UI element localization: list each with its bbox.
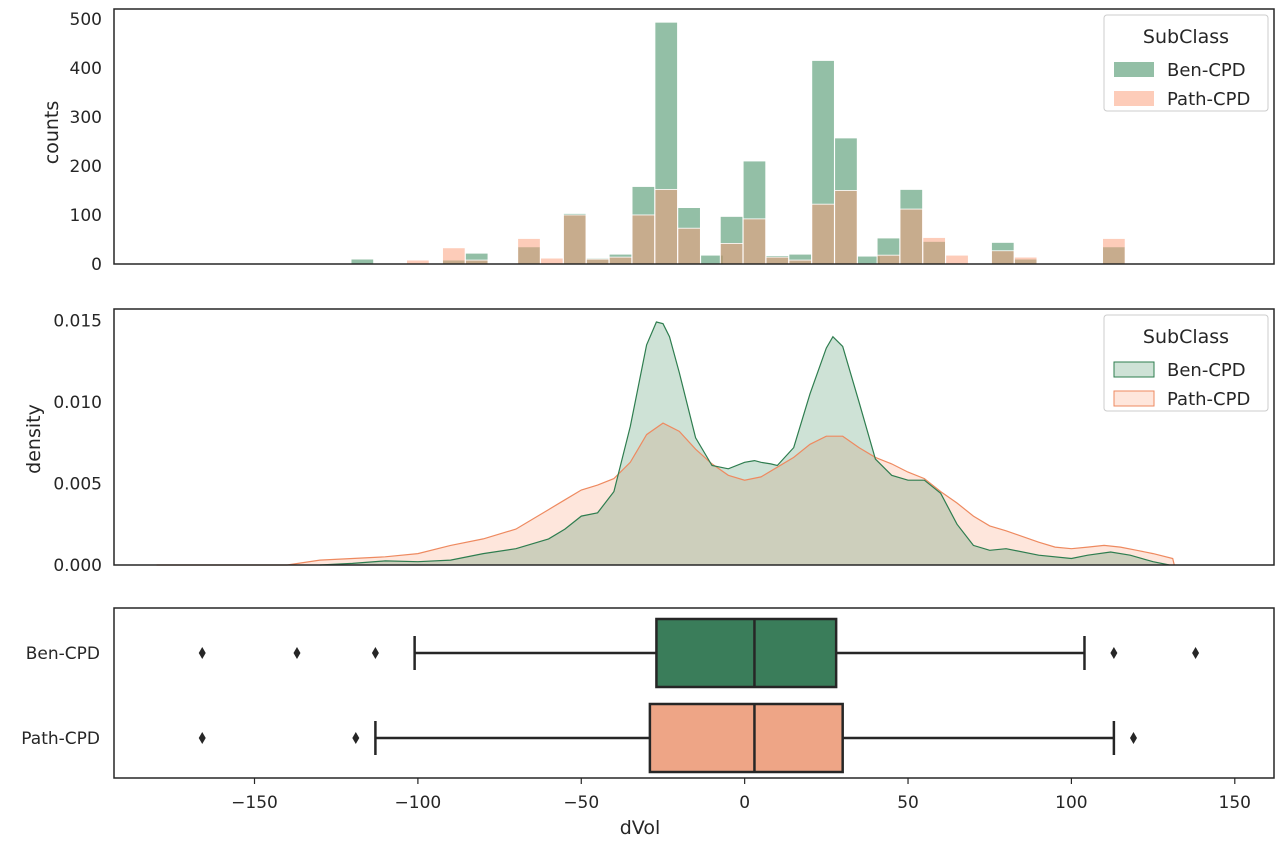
outlier-point-0 xyxy=(198,647,206,659)
histogram-path-bar-15 xyxy=(811,203,835,265)
histogram-path-bar-19 xyxy=(922,237,946,265)
density-y-tick-2: 0.010 xyxy=(53,393,102,413)
histogram-path-bar-10 xyxy=(677,227,701,265)
density-legend: SubClass Ben-CPD Path-CPD xyxy=(1103,314,1269,412)
x-axis-ticks: −150 −100 −50 0 50 100 150 xyxy=(231,778,1251,813)
x-tick-label-4: 50 xyxy=(897,793,919,813)
histogram-path-bar-7 xyxy=(608,256,633,265)
histogram-path-bar-20 xyxy=(945,254,969,265)
boxplot-category-label-1: Path-CPD xyxy=(21,729,100,749)
boxplot-category-label-0: Ben-CPD xyxy=(26,644,100,664)
histogram-path-bar-22 xyxy=(1013,256,1038,265)
histogram-path-bar-23 xyxy=(1102,238,1126,265)
boxplot-category-labels: Ben-CPD Path-CPD xyxy=(21,644,100,749)
boxplot-frame xyxy=(113,607,1275,779)
density-y-tick-1: 0.005 xyxy=(53,474,102,494)
histogram-path-bar-21 xyxy=(991,250,1015,265)
histogram-y-tick-4: 400 xyxy=(70,59,102,79)
histogram-y-tick-0: 0 xyxy=(91,255,102,275)
density-frame xyxy=(113,308,1275,566)
density-y-ticks: 0.000 0.005 0.010 0.015 xyxy=(53,311,102,576)
histogram-legend: SubClass Ben-CPD Path-CPD xyxy=(1103,14,1269,112)
histogram-ben-bars xyxy=(350,21,1126,265)
x-tick-label-5: 100 xyxy=(1055,793,1087,813)
density-path-area xyxy=(156,423,1175,565)
density-legend-swatch-ben xyxy=(1113,361,1155,378)
density-legend-title: SubClass xyxy=(1143,326,1229,348)
x-tick-label-2: −50 xyxy=(563,793,599,813)
outlier-point-2 xyxy=(1129,732,1137,744)
x-axis-label: dVol xyxy=(620,817,661,839)
density-y-tick-3: 0.015 xyxy=(53,311,102,331)
density-y-tick-0: 0.000 xyxy=(53,556,102,576)
histogram-path-bar-13 xyxy=(765,256,789,265)
density-legend-box xyxy=(1103,314,1269,412)
boxplot-ben xyxy=(198,617,1200,689)
x-tick-label-3: 0 xyxy=(739,793,750,813)
density-legend-label-path: Path-CPD xyxy=(1167,389,1250,410)
histogram-path-bar-11 xyxy=(719,243,744,265)
histogram-path-bar-17 xyxy=(876,254,901,265)
density-ben-line xyxy=(319,321,1170,566)
outlier-point-0 xyxy=(198,732,206,744)
histogram-frame xyxy=(113,8,1275,265)
histogram-ben-bar-10 xyxy=(700,254,724,265)
histogram-panel: 0 100 200 300 400 500 counts SubClass Ben-CPD… xyxy=(41,8,1275,275)
histogram-path-bar-5 xyxy=(563,214,587,265)
histogram-legend-swatch-ben xyxy=(1114,62,1154,77)
density-legend-label-ben: Ben-CPD xyxy=(1167,360,1246,381)
histogram-path-bars xyxy=(406,189,1126,265)
outlier-point-1 xyxy=(293,647,301,659)
boxplot-boxes xyxy=(198,617,1200,774)
histogram-path-bar-4 xyxy=(540,257,564,265)
density-path-line xyxy=(156,422,1175,566)
histogram-legend-label-path: Path-CPD xyxy=(1167,89,1250,110)
histogram-y-tick-3: 300 xyxy=(70,108,102,128)
histogram-y-tick-2: 200 xyxy=(70,157,102,177)
histogram-y-tick-1: 100 xyxy=(70,206,102,226)
histogram-y-ticks: 0 100 200 300 400 500 xyxy=(70,10,102,275)
outlier-point-4 xyxy=(1192,647,1200,659)
iqr-box xyxy=(648,702,844,774)
histogram-path-bar-16 xyxy=(834,190,858,265)
outlier-point-2 xyxy=(371,647,379,659)
histogram-path-bar-12 xyxy=(742,218,767,265)
histogram-y-tick-5: 500 xyxy=(70,10,102,30)
histogram-path-bar-9 xyxy=(654,189,678,265)
outlier-point-3 xyxy=(1110,647,1118,659)
density-panel: 0.000 0.005 0.010 0.015 density SubClass Be… xyxy=(23,308,1275,576)
x-tick-label-0: −150 xyxy=(231,793,278,813)
histogram-legend-box xyxy=(1103,14,1269,112)
histogram-ben-bar-17 xyxy=(857,255,881,265)
histogram-y-label: counts xyxy=(41,101,63,165)
x-tick-label-1: −100 xyxy=(395,793,442,813)
x-tick-label-6: 150 xyxy=(1219,793,1251,813)
outlier-point-1 xyxy=(352,732,360,744)
density-ben-area xyxy=(319,322,1170,565)
boxplot-panel: Ben-CPD Path-CPD −150 −100 −50 0 50 100 150 dVo… xyxy=(21,607,1275,839)
iqr-box xyxy=(655,617,838,689)
histogram-path-bar-1 xyxy=(442,247,466,265)
histogram-legend-title: SubClass xyxy=(1143,26,1229,48)
density-legend-swatch-path xyxy=(1113,390,1155,407)
boxplot-path xyxy=(198,702,1137,774)
histogram-legend-swatch-path xyxy=(1114,91,1154,106)
histogram-path-bar-3 xyxy=(517,238,541,265)
histogram-legend-label-ben: Ben-CPD xyxy=(1167,60,1246,81)
histogram-path-bar-18 xyxy=(899,208,923,265)
histogram-path-bar-8 xyxy=(631,214,656,265)
density-y-label: density xyxy=(23,404,45,474)
